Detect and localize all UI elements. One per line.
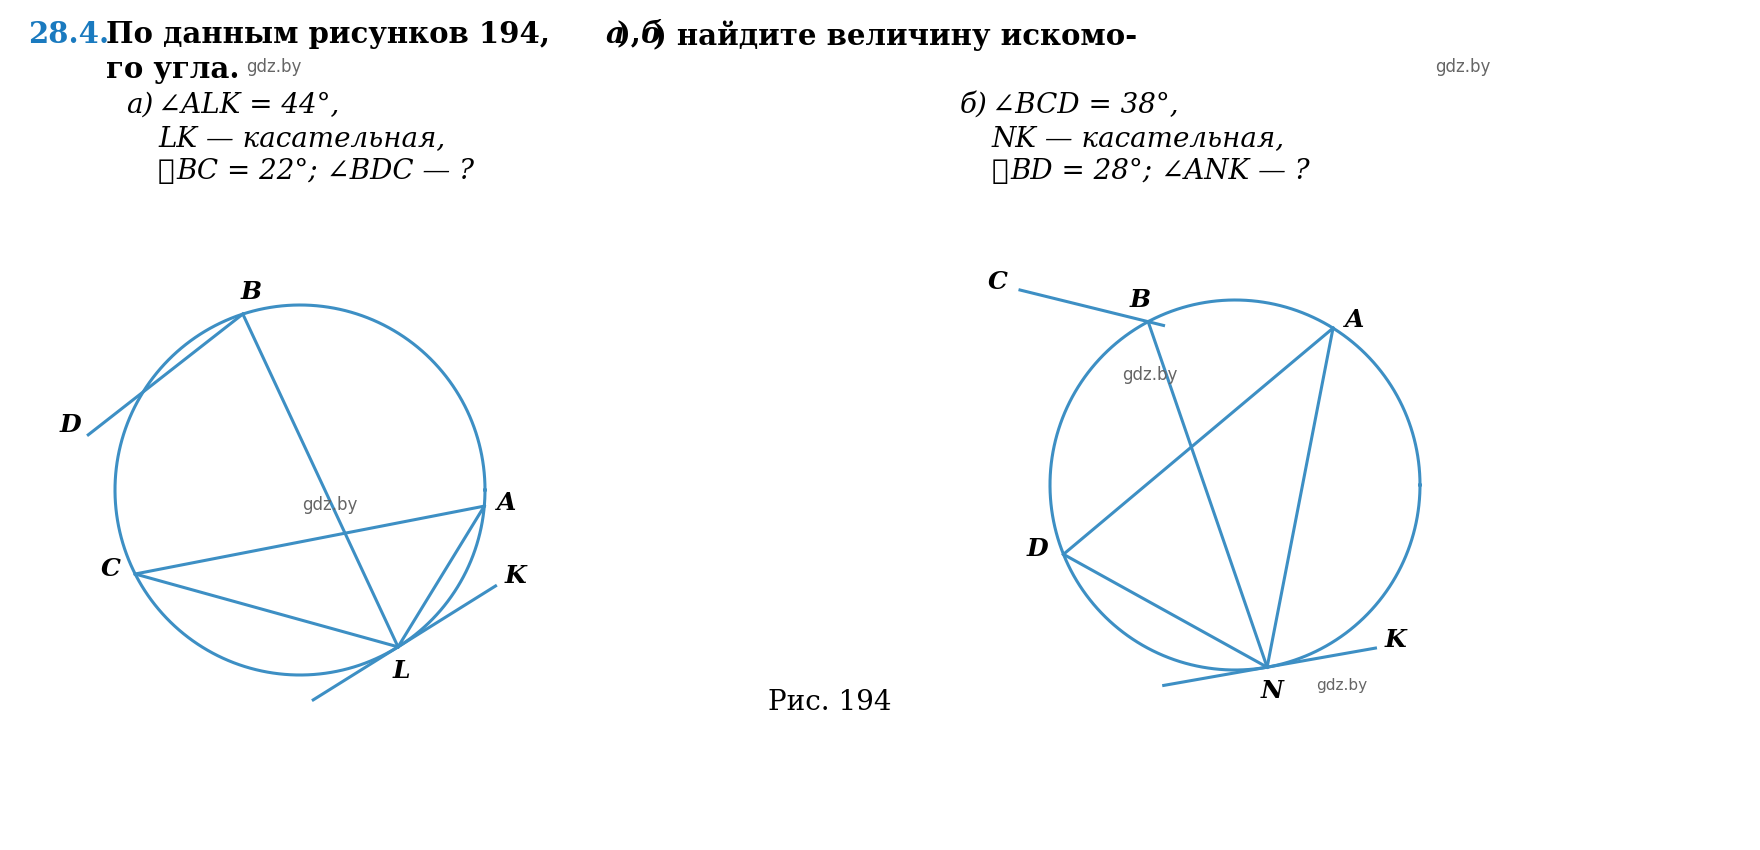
Text: K: K [1385,628,1406,652]
Text: а: а [605,20,625,49]
Text: C: C [102,557,121,581]
Text: LK — касательная,: LK — касательная, [158,125,445,152]
Text: б): б) [959,92,987,119]
Text: D: D [1026,537,1049,561]
Text: ) найдите величину искомо-: ) найдите величину искомо- [653,20,1137,50]
Text: ⌢: ⌢ [158,158,174,185]
Text: A: A [496,491,516,515]
Text: B: B [1130,287,1151,312]
Text: б: б [641,20,662,49]
Text: ),: ), [618,20,651,49]
Text: ∠BCD = 38°,: ∠BCD = 38°, [993,92,1179,119]
Text: D: D [60,413,81,437]
Text: 28.4.: 28.4. [28,20,109,49]
Text: gdz.by: gdz.by [246,58,301,76]
Text: C: C [987,270,1008,294]
Text: A: A [1345,308,1364,332]
Text: BD = 28°; ∠ANK — ?: BD = 28°; ∠ANK — ? [1010,158,1309,185]
Text: K: K [505,564,526,588]
Text: По данным рисунков 194,: По данным рисунков 194, [106,20,560,49]
Text: gdz.by: gdz.by [1316,677,1368,693]
Text: BC = 22°; ∠BDC — ?: BC = 22°; ∠BDC — ? [176,158,473,185]
Text: L: L [392,659,410,683]
Text: а): а) [127,92,153,119]
Text: NK — касательная,: NK — касательная, [993,125,1285,152]
Text: N: N [1260,679,1283,703]
Text: gdz.by: gdz.by [303,496,357,514]
Text: gdz.by: gdz.by [1434,58,1491,76]
Text: ⌢: ⌢ [993,158,1008,185]
Text: ∠ALK = 44°,: ∠ALK = 44°, [158,92,340,119]
Text: B: B [241,280,262,304]
Text: Рис. 194: Рис. 194 [769,688,892,716]
Text: gdz.by: gdz.by [1123,366,1177,384]
Text: го угла.: го угла. [106,55,239,84]
